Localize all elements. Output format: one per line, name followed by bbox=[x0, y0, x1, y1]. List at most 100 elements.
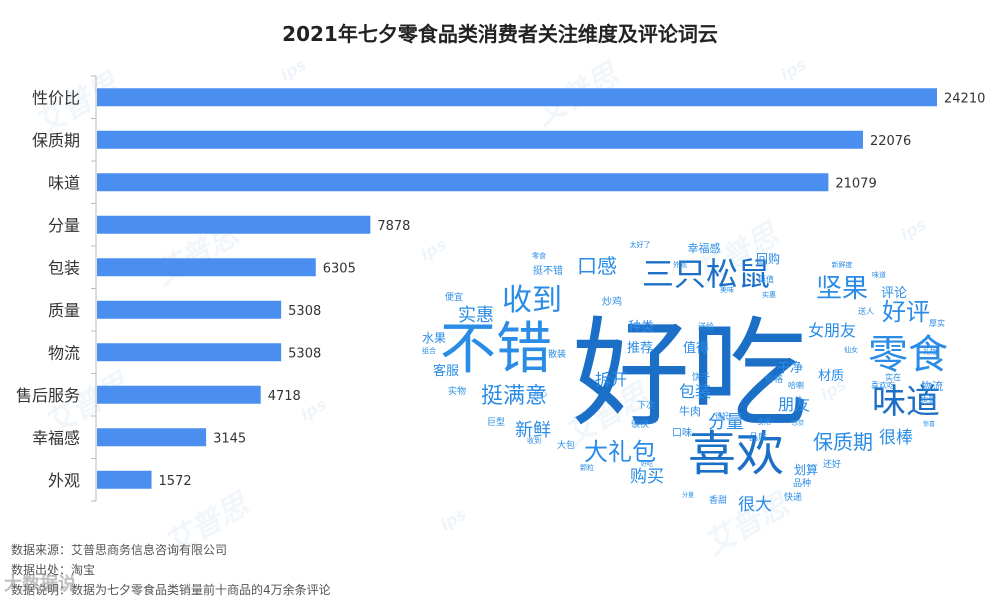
cloud-word: 新鲜 bbox=[515, 420, 551, 441]
cloud-word: 评论 bbox=[881, 286, 907, 301]
cloud-word: 味道 bbox=[872, 270, 886, 279]
cloud-word: 厚实 bbox=[929, 318, 945, 328]
cloud-word: 零食 bbox=[532, 251, 546, 260]
cloud-word: 好评 bbox=[882, 298, 930, 326]
category-label: 质量 bbox=[48, 301, 80, 320]
cloud-word: 散装 bbox=[548, 348, 566, 360]
category-label: 性价比 bbox=[32, 88, 80, 107]
value-label: 1572 bbox=[159, 474, 192, 489]
bar bbox=[97, 215, 371, 234]
cloud-word: 送给 bbox=[698, 321, 714, 331]
cloud-word: 好吃 bbox=[641, 460, 653, 468]
cloud-word: 哈喇 bbox=[788, 380, 804, 390]
category-label: 外观 bbox=[48, 471, 80, 490]
cloud-word: 实惠 bbox=[762, 290, 776, 299]
bar bbox=[97, 343, 282, 362]
cloud-word: 味道 bbox=[872, 382, 940, 422]
value-label: 4718 bbox=[268, 389, 301, 404]
cloud-word: 很快 bbox=[631, 418, 649, 430]
cloud-word: 便宜 bbox=[445, 291, 463, 303]
cloud-word: 购买 bbox=[630, 467, 664, 487]
footer-notes: 数据来源：艾普思商务信息咨询有限公司 数据出处：淘宝 数据说明：数据为七夕零食品… bbox=[11, 540, 331, 600]
category-label: 售后服务 bbox=[16, 386, 80, 405]
cloud-word: 大礼包 bbox=[584, 438, 656, 466]
cloud-word: 三只松鼠 bbox=[642, 255, 770, 293]
cloud-word: 坚果 bbox=[816, 274, 868, 304]
cloud-word: 好吃 bbox=[572, 305, 808, 443]
cloud-word: 品种 bbox=[793, 477, 811, 489]
cloud-word: 香甜 bbox=[709, 494, 727, 506]
cloud-word: 种类 bbox=[628, 320, 654, 335]
footer-description: 数据说明：数据为七夕零食品类销量前十商品的4万余条评论 bbox=[11, 583, 331, 597]
cloud-word: 快递 bbox=[784, 491, 802, 503]
brand-logo: 大数据说 bbox=[4, 574, 76, 595]
cloud-word: 饼干 bbox=[692, 371, 710, 383]
cloud-word: 品质 bbox=[749, 431, 767, 443]
cloud-word: 很棒 bbox=[879, 428, 913, 448]
cloud-word: 值得 bbox=[683, 340, 709, 356]
cloud-word: 分量 bbox=[708, 412, 744, 433]
cloud-word: 客服 bbox=[433, 363, 459, 379]
cloud-word: 很大 bbox=[738, 495, 772, 515]
bar bbox=[97, 173, 829, 192]
cloud-word: 食用 bbox=[757, 417, 771, 426]
cloud-word: 仙女 bbox=[844, 345, 858, 354]
cloud-word: 实在 bbox=[885, 372, 901, 382]
cloud-word: 下次 bbox=[637, 399, 655, 411]
category-label: 保质期 bbox=[32, 131, 80, 150]
value-label: 7878 bbox=[377, 219, 410, 234]
cloud-word: 礼物 bbox=[923, 347, 937, 356]
footer-origin: 数据出处：淘宝 bbox=[11, 563, 96, 577]
value-label: 24210 bbox=[944, 91, 985, 106]
cloud-word: 女朋友 bbox=[808, 321, 856, 340]
cloud-word: 幸福感 bbox=[688, 241, 721, 255]
cloud-word: 大包 bbox=[557, 439, 575, 451]
cloud-word: 实物 bbox=[448, 385, 466, 397]
cloud-word: 外观 bbox=[673, 260, 687, 269]
bar-chart: 性价比 24210 保质期 22076 味道 21079 分量 7878 包装 6305 质量 530… bbox=[16, 75, 985, 502]
cloud-word: 包装 bbox=[679, 382, 711, 401]
category-label: 包装 bbox=[48, 258, 80, 277]
cloud-word: 很好 bbox=[715, 411, 729, 420]
cloud-word: 挺不错 bbox=[533, 264, 563, 277]
value-label: 5308 bbox=[288, 304, 321, 319]
cloud-word: 收到 bbox=[527, 436, 541, 445]
cloud-word: 颗粒 bbox=[580, 463, 594, 472]
bar bbox=[97, 428, 207, 447]
cloud-word: 分量 bbox=[682, 491, 694, 499]
cloud-word: 巨型 bbox=[487, 417, 505, 428]
cloud-word: 物流 bbox=[921, 379, 943, 393]
cloud-word: 惊喜 bbox=[923, 420, 935, 428]
value-label: 22076 bbox=[870, 134, 911, 149]
cloud-word: 口感 bbox=[577, 254, 617, 278]
cloud-word: 开心 bbox=[533, 390, 547, 398]
bar bbox=[97, 300, 282, 319]
cloud-word: 朋友 bbox=[778, 395, 810, 414]
cloud-word: 太好了 bbox=[630, 240, 651, 249]
cloud-word: 实惠 bbox=[458, 305, 494, 326]
cloud-word: 挺满意 bbox=[481, 384, 547, 409]
cloud-word: 水果 bbox=[422, 331, 446, 345]
cloud-word: 零食 bbox=[868, 332, 948, 378]
cloud-word: 感觉 bbox=[792, 419, 804, 427]
value-label: 6305 bbox=[323, 261, 356, 276]
cloud-word: 推荐 bbox=[627, 341, 653, 356]
cloud-word: 组合 bbox=[422, 346, 436, 355]
value-label: 5308 bbox=[288, 346, 321, 361]
cloud-word: 回购 bbox=[756, 251, 780, 266]
cloud-word: 质量 bbox=[920, 394, 936, 404]
cloud-word: 收到 bbox=[502, 283, 562, 318]
cloud-word: 保质期 bbox=[813, 430, 873, 454]
bar bbox=[97, 385, 261, 404]
category-label: 物流 bbox=[48, 343, 80, 362]
cloud-word: 干净 bbox=[777, 361, 803, 376]
bar bbox=[97, 130, 863, 149]
bar bbox=[97, 470, 152, 489]
cloud-word: 不错 bbox=[440, 317, 552, 382]
bar bbox=[97, 88, 937, 107]
category-label: 分量 bbox=[48, 216, 80, 235]
bar bbox=[97, 258, 316, 277]
cloud-word: 喜欢 bbox=[688, 426, 784, 482]
